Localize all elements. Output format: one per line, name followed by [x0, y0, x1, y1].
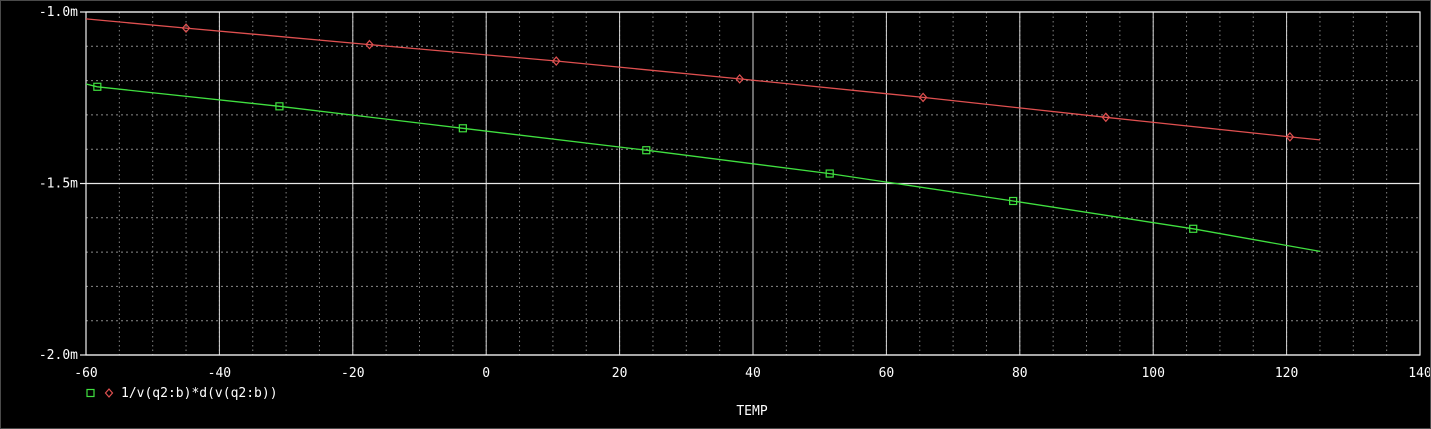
series-marker-square [1189, 224, 1198, 233]
x-tick-label: 20 [612, 366, 628, 381]
series-marker-diamond [918, 92, 928, 103]
x-tick-label: 60 [879, 366, 895, 381]
y-tick-label: -2.0m [39, 348, 78, 363]
x-tick-label: -20 [341, 366, 364, 381]
x-tick-label: 80 [1012, 366, 1028, 381]
legend-label: 1/v(q2:b)*d(v(q2:b)) [121, 386, 278, 401]
legend-square-marker [86, 388, 95, 398]
series-marker-diamond [365, 39, 374, 50]
x-tick-label: -40 [208, 366, 231, 381]
series-marker-square [93, 82, 102, 91]
legend: 1/v(q2:b)*d(v(q2:b)) [86, 386, 278, 401]
x-tick-label: -60 [74, 366, 97, 381]
series-marker-diamond [551, 56, 561, 66]
series-layer [85, 18, 1321, 253]
legend-diamond-marker [104, 388, 114, 398]
x-tick-label: 120 [1275, 366, 1298, 381]
series-marker-square [1009, 196, 1018, 206]
x-tick-label: 40 [745, 366, 761, 381]
y-tick-labels: -1.0m -1.5m -2.0m [39, 5, 78, 363]
series-marker-square [458, 124, 467, 133]
series-marker-diamond [735, 73, 744, 84]
y-tick-label: -1.0m [39, 5, 78, 20]
y-tick-label: -1.5m [39, 177, 78, 192]
series-marker-diamond [181, 23, 191, 34]
series-marker-diamond [1285, 131, 1295, 142]
series-line-2 [85, 83, 1321, 253]
series-line-1 [85, 18, 1321, 141]
x-axis-label: TEMP [736, 404, 767, 419]
x-tick-labels: -60 -40 -20 0 20 40 60 80 100 120 140 [74, 366, 1431, 381]
series-marker-square [642, 146, 651, 155]
axes [80, 11, 1421, 356]
x-tick-label: 0 [482, 366, 490, 381]
x-tick-label: 100 [1141, 366, 1164, 381]
series-marker-square [825, 169, 834, 178]
series-marker-square [275, 102, 284, 111]
x-tick-label: 140 [1408, 366, 1431, 381]
series-marker-diamond [1101, 112, 1111, 123]
